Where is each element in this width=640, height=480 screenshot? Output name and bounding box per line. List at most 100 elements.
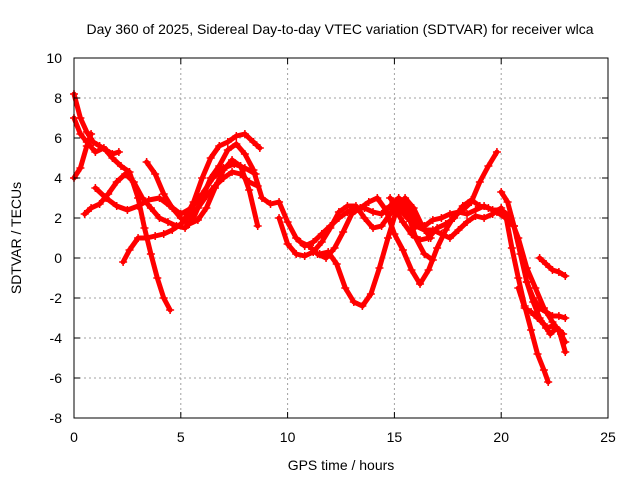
data-point xyxy=(467,196,476,204)
data-point xyxy=(383,234,392,242)
data-point xyxy=(445,234,454,242)
data-point xyxy=(76,130,85,138)
y-tick-label: 0 xyxy=(54,250,62,266)
data-point xyxy=(386,194,395,202)
data-point xyxy=(480,214,489,222)
x-tick-label: 0 xyxy=(70,429,78,445)
y-tick-label: 8 xyxy=(54,90,62,106)
data-point xyxy=(403,214,412,222)
data-point xyxy=(129,178,138,186)
data-point xyxy=(390,204,399,212)
data-point xyxy=(510,222,519,230)
data-point xyxy=(548,266,557,274)
series-line xyxy=(317,195,434,309)
data-point xyxy=(360,214,369,222)
data-point xyxy=(102,146,111,154)
data-point xyxy=(155,194,164,202)
data-point xyxy=(356,204,365,212)
data-point xyxy=(255,144,264,152)
data-point xyxy=(138,194,147,202)
data-point xyxy=(375,264,384,272)
data-point xyxy=(561,348,570,356)
data-point xyxy=(313,250,322,258)
data-point xyxy=(369,224,378,232)
data-point xyxy=(484,162,493,170)
series-line xyxy=(144,157,261,229)
data-point xyxy=(347,210,356,218)
data-point xyxy=(123,206,132,214)
data-point xyxy=(373,194,382,202)
data-point xyxy=(424,234,433,242)
series-sat-7 xyxy=(181,130,264,222)
data-point xyxy=(445,210,454,218)
series-sat-8 xyxy=(142,156,262,230)
series-line xyxy=(71,131,94,181)
data-point xyxy=(82,128,91,136)
data-point xyxy=(166,306,175,314)
data-point xyxy=(163,218,172,226)
data-point xyxy=(159,190,168,198)
data-point xyxy=(369,208,378,216)
data-point xyxy=(349,298,358,306)
data-point xyxy=(416,280,425,288)
series-line xyxy=(182,131,263,221)
data-point xyxy=(253,182,262,190)
data-point xyxy=(458,202,467,210)
data-point xyxy=(559,330,568,338)
data-point xyxy=(266,200,275,208)
data-point xyxy=(208,174,217,182)
chart-title: Day 360 of 2025, Sidereal Day-to-day VTE… xyxy=(86,21,593,37)
series-line xyxy=(71,91,122,157)
data-point xyxy=(398,246,407,254)
data-point xyxy=(116,162,125,170)
data-point xyxy=(544,378,553,386)
data-point xyxy=(232,132,241,140)
data-point xyxy=(275,198,284,206)
data-point xyxy=(503,198,512,206)
data-point xyxy=(134,202,143,210)
data-point xyxy=(535,254,544,262)
data-point xyxy=(420,250,429,258)
data-point xyxy=(114,148,123,156)
data-point xyxy=(210,184,219,192)
series-sat-17 xyxy=(522,278,570,322)
data-point xyxy=(134,234,143,242)
data-point xyxy=(292,234,301,242)
data-point xyxy=(450,214,459,222)
data-point xyxy=(424,266,433,274)
x-axis-title: GPS time / hours xyxy=(288,457,395,473)
data-point xyxy=(501,210,510,218)
data-point xyxy=(121,170,130,178)
series-sat-3 xyxy=(70,130,96,182)
data-point xyxy=(407,266,416,274)
x-tick-label: 5 xyxy=(177,429,185,445)
data-point xyxy=(168,204,177,212)
data-point xyxy=(202,204,211,212)
data-point xyxy=(151,170,160,178)
y-tick-label: 4 xyxy=(54,170,62,186)
data-point xyxy=(91,148,100,156)
data-point xyxy=(304,242,313,250)
data-point xyxy=(146,204,155,212)
data-point xyxy=(428,216,437,224)
data-point xyxy=(561,314,570,322)
data-point xyxy=(343,202,352,210)
data-point xyxy=(437,230,446,238)
data-point xyxy=(91,184,100,192)
data-point xyxy=(125,246,134,254)
data-point xyxy=(159,294,168,302)
data-point xyxy=(381,206,390,214)
data-point xyxy=(366,290,375,298)
data-point xyxy=(471,212,480,220)
data-point xyxy=(283,218,292,226)
data-point xyxy=(87,130,96,138)
data-point xyxy=(249,138,258,146)
data-point xyxy=(546,330,555,338)
data-point xyxy=(492,148,501,156)
data-point xyxy=(463,218,472,226)
data-point xyxy=(292,250,301,258)
data-point xyxy=(228,156,237,164)
data-point xyxy=(561,272,570,280)
data-point xyxy=(401,194,410,202)
data-point xyxy=(76,164,85,172)
